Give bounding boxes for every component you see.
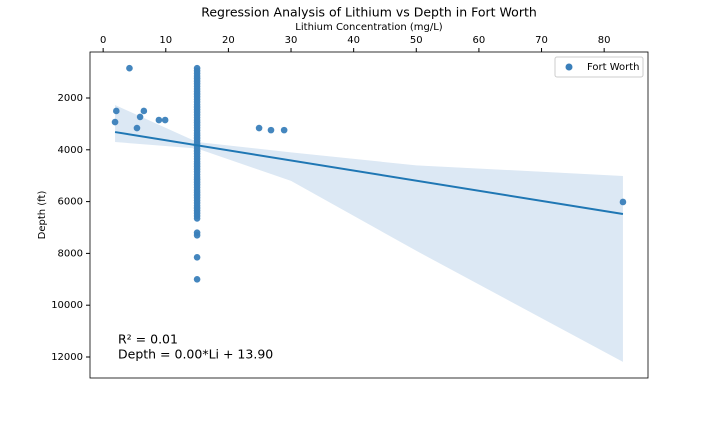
x-tick-label: 10 [159,35,172,46]
x-tick-label: 60 [473,35,486,46]
legend-box [554,56,644,78]
point [619,198,627,206]
point [280,126,288,134]
y-tick-label: 8000 [58,248,83,259]
annotation: Depth = 0.00*Li + 13.90 [118,347,273,362]
point [133,124,141,132]
x-tick-label: 40 [347,35,360,46]
point [193,275,201,283]
point [255,124,263,132]
regression-line [114,131,624,216]
y-tick-label: 10000 [51,300,83,311]
chart-title: Regression Analysis of Lithium vs Depth … [201,5,537,20]
point [267,126,275,134]
point [111,118,119,126]
y-tick-label: 12000 [51,352,83,363]
x-tick-label: 70 [535,35,548,46]
x-axis-label: Lithium Concentration (mg/L) [295,22,442,33]
x-tick-label: 20 [222,35,235,46]
legend-label: Fort Worth [587,62,640,73]
point [161,116,169,124]
legend-marker [565,63,573,71]
y-tick-label: 2000 [58,93,83,104]
point [136,113,144,121]
point [126,64,133,72]
point [140,107,148,115]
point [193,231,201,239]
point [193,215,201,222]
plot-frame [89,51,649,379]
point [193,253,201,261]
x-tick-label: 50 [410,35,423,46]
confidence-band [115,104,623,362]
y-tick-label: 4000 [58,145,83,156]
y-tick-label: 6000 [58,197,83,208]
point [113,107,120,115]
point [155,116,163,124]
x-tick-label: 30 [285,35,298,46]
x-tick-label: 80 [598,35,611,46]
x-tick-label: 0 [100,35,106,46]
y-axis-label: Depth (ft) [37,191,48,240]
annotation: R² = 0.01 [118,332,178,347]
